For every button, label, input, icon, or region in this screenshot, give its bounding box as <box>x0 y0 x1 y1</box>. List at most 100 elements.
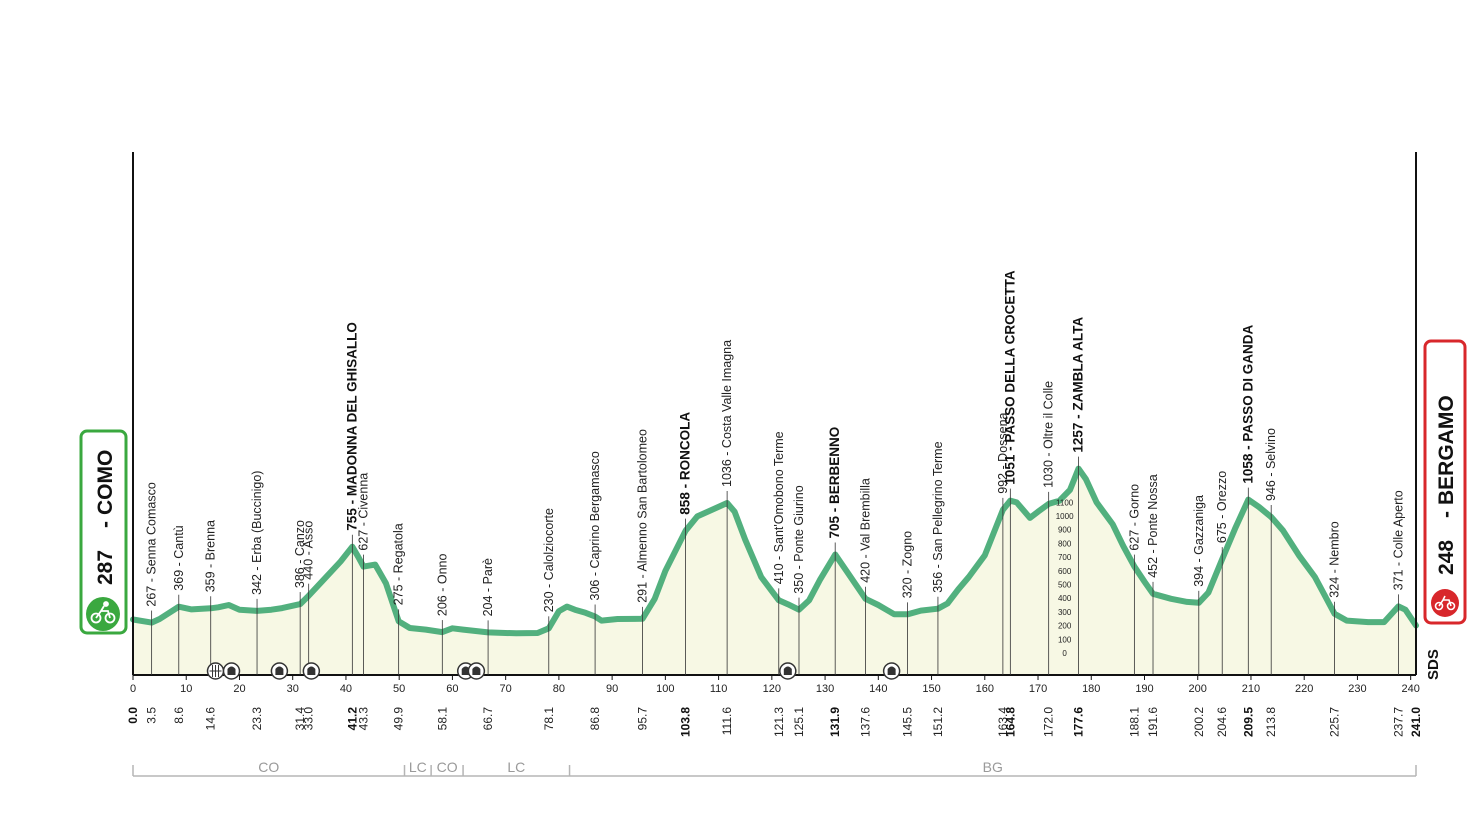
marker-label: 1058 - PASSO DI GANDA <box>1240 325 1255 484</box>
x-tick-label: 170 <box>1029 683 1047 695</box>
marker-label: 267 - Senna Comasco <box>145 482 159 606</box>
marker-label: 858 - RONCOLA <box>678 412 693 515</box>
elevation-tick-label: 1100 <box>1056 498 1074 507</box>
marker-label: 420 - Val Brembilla <box>859 478 873 583</box>
tunnel-icon <box>882 662 901 680</box>
x-tick-label: 180 <box>1082 683 1100 695</box>
marker-label: 386 - Canzo <box>293 520 307 588</box>
x-tick-label: 240 <box>1401 683 1419 695</box>
marker-distance: 191.6 <box>1146 707 1160 737</box>
marker-distance: 103.8 <box>679 707 693 737</box>
marker-distance: 78.1 <box>542 707 556 731</box>
elevation-tick-label: 200 <box>1058 622 1072 631</box>
tunnel-icon <box>222 662 241 680</box>
x-tick-label: 130 <box>816 683 834 695</box>
marker-label: 394 - Gazzaniga <box>1192 495 1206 587</box>
brand-logo: SDS <box>1425 649 1442 680</box>
marker-distance: 145.5 <box>901 707 915 737</box>
marker-distance: 213.8 <box>1264 707 1278 737</box>
distance-axis: 0 10 20 30 40 50 60 70 80 90 100 110 120 130 140 150 160… <box>130 152 1420 695</box>
marker-distance: 177.6 <box>1072 707 1086 737</box>
tunnel-glyph <box>275 666 284 675</box>
province-label: LC <box>409 759 427 775</box>
marker-distance: 33.0 <box>302 707 316 731</box>
marker-label: 1030 - Oltre il Colle <box>1042 381 1056 488</box>
start-cyclist-icon <box>86 597 120 631</box>
tunnel-glyph <box>307 666 316 675</box>
province-label: CO <box>437 759 458 775</box>
marker-distance: 237.7 <box>1391 707 1405 737</box>
marker-label: 369 - Cantù <box>172 525 186 590</box>
x-tick-label: 0 <box>130 683 136 695</box>
marker-distance: 23.3 <box>250 707 264 731</box>
marker-label: 755 - MADONNA DEL GHISALLO <box>344 322 359 531</box>
marker-label: 306 - Caprino Bergamasco <box>588 451 602 600</box>
railway-crossing-icon <box>206 662 225 680</box>
start-distance: 0.0 <box>126 707 140 724</box>
x-tick-label: 210 <box>1242 683 1260 695</box>
marker-distance: 137.6 <box>859 707 873 737</box>
marker-label: 204 - Parè <box>481 558 495 616</box>
marker-label: 291 - Almenno San Bartolomeo <box>636 429 650 603</box>
x-tick-label: 70 <box>500 683 512 695</box>
marker-label: 350 - Ponte Giurino <box>792 485 806 593</box>
marker-distance: 8.6 <box>172 707 186 724</box>
x-tick-label: 80 <box>553 683 565 695</box>
x-tick-label: 10 <box>180 683 192 695</box>
marker-distance: 14.6 <box>204 707 218 731</box>
x-tick-label: 40 <box>340 683 352 695</box>
marker-distance: 200.2 <box>1192 707 1206 737</box>
x-tick-label: 90 <box>606 683 618 695</box>
tunnel-glyph <box>472 666 481 675</box>
marker-distance: 66.7 <box>481 707 495 731</box>
tunnel-glyph <box>227 666 236 675</box>
x-tick-label: 120 <box>763 683 781 695</box>
marker-distance: 86.8 <box>588 707 602 731</box>
x-tick-label: 230 <box>1348 683 1366 695</box>
marker-label: 230 - Calolziocorte <box>542 508 556 612</box>
marker-label: 342 - Erba (Buccinigo) <box>250 471 264 595</box>
tunnel-glyph <box>461 666 470 675</box>
marker-label: 1036 - Costa Valle Imagna <box>720 340 734 487</box>
start-box <box>79 429 128 635</box>
marker-label: 356 - San Pellegrino Terme <box>931 441 945 592</box>
marker-distance: 43.3 <box>357 707 371 731</box>
marker-distance: 188.1 <box>1127 707 1141 737</box>
marker-distance: 164.8 <box>1003 707 1017 737</box>
marker-label: 1257 - ZAMBLA ALTA <box>1071 317 1086 453</box>
elevation-tick-label: 0 <box>1062 649 1067 658</box>
marker-label: 705 - BERBENNO <box>827 427 842 539</box>
marker-distance: 121.3 <box>772 707 786 737</box>
elevation-tick-label: 400 <box>1058 594 1072 603</box>
marker-label: 440 - Asso <box>302 521 316 580</box>
profile-area <box>133 468 1416 675</box>
marker-distance: 95.7 <box>636 707 650 731</box>
elevation-tick-label: 600 <box>1058 567 1072 576</box>
start-badge: 287 - COMO <box>79 429 128 635</box>
elevation-tick-label: 900 <box>1058 526 1072 535</box>
finish-distance: 241.0 <box>1409 707 1423 737</box>
x-tick-label: 140 <box>869 683 887 695</box>
elevation-tick-label: 700 <box>1058 553 1072 562</box>
tunnel-glyph <box>887 666 896 675</box>
marker-distance: 111.6 <box>720 707 734 736</box>
marker-distance: 58.1 <box>435 707 449 731</box>
finish-box <box>1423 339 1467 625</box>
x-tick-label: 220 <box>1295 683 1313 695</box>
x-tick-label: 50 <box>393 683 405 695</box>
finish-badge: 248 - BERGAMO <box>1423 339 1467 625</box>
x-tick-label: 190 <box>1135 683 1153 695</box>
marker-label: 627 - Civenna <box>357 473 371 551</box>
marker-distance: 204.6 <box>1215 707 1229 737</box>
marker-distance: 209.5 <box>1241 707 1255 737</box>
marker-label: 371 - Colle Aperto <box>1391 490 1405 590</box>
x-tick-label: 100 <box>656 683 674 695</box>
elevation-tick-label: 300 <box>1058 608 1072 617</box>
sky-mask <box>133 461 1416 634</box>
tunnel-glyph <box>783 666 792 675</box>
start-dash: - <box>94 521 117 528</box>
marker-distance: 172.0 <box>1042 707 1056 737</box>
x-tick-label: 160 <box>976 683 994 695</box>
marker-distance: 3.5 <box>145 707 159 724</box>
